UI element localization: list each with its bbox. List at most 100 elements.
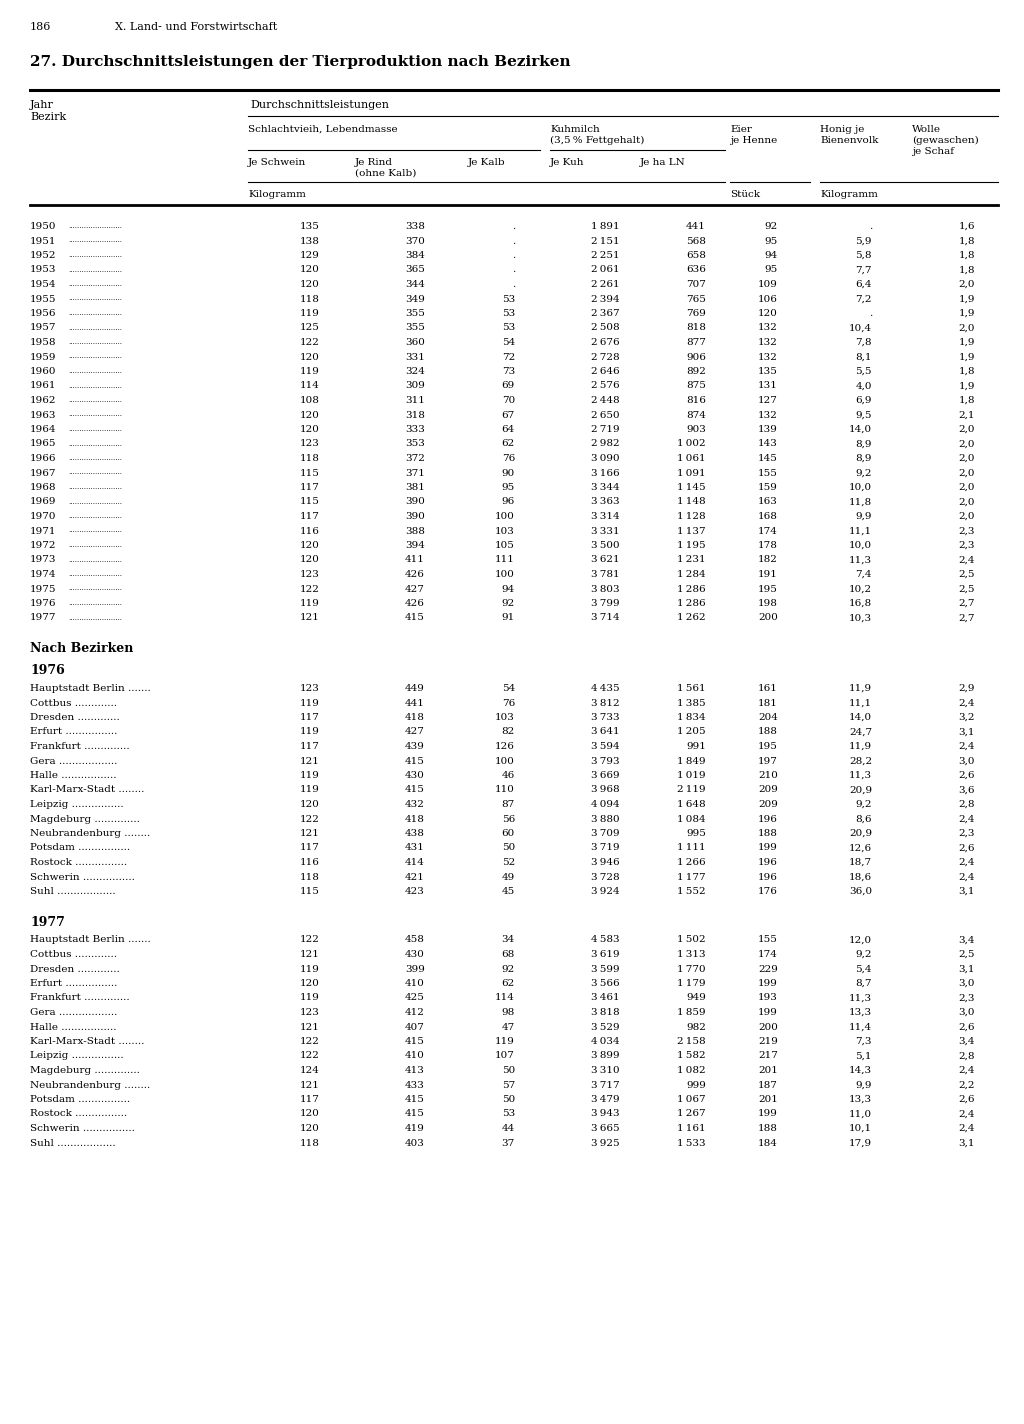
Text: 10,1: 10,1 [849, 1124, 872, 1134]
Text: 1950: 1950 [30, 222, 56, 231]
Text: 4 435: 4 435 [592, 684, 620, 693]
Text: 94: 94 [765, 251, 778, 261]
Text: 132: 132 [758, 323, 778, 332]
Text: 53: 53 [502, 309, 515, 318]
Text: 3 665: 3 665 [592, 1124, 620, 1134]
Text: 6,4: 6,4 [855, 281, 872, 289]
Text: 7,4: 7,4 [855, 570, 872, 580]
Text: 119: 119 [300, 309, 319, 318]
Text: 8,9: 8,9 [855, 454, 872, 463]
Text: 1951: 1951 [30, 236, 56, 245]
Text: 11,3: 11,3 [849, 555, 872, 564]
Text: 121: 121 [300, 756, 319, 766]
Text: 1 128: 1 128 [677, 513, 706, 521]
Text: 1964: 1964 [30, 424, 56, 434]
Text: 1957: 1957 [30, 323, 56, 332]
Text: 658: 658 [686, 251, 706, 261]
Text: 1967: 1967 [30, 468, 56, 477]
Text: 67: 67 [502, 410, 515, 420]
Text: 200: 200 [758, 614, 778, 622]
Text: 114: 114 [496, 994, 515, 1002]
Text: 120: 120 [300, 353, 319, 362]
Text: ........................: ........................ [68, 323, 122, 332]
Text: 3 818: 3 818 [592, 1008, 620, 1017]
Text: (gewaschen): (gewaschen) [912, 137, 979, 145]
Text: 3 363: 3 363 [592, 497, 620, 507]
Text: 219: 219 [758, 1037, 778, 1047]
Text: 765: 765 [686, 295, 706, 303]
Text: 34: 34 [502, 936, 515, 944]
Text: 1 179: 1 179 [677, 980, 706, 988]
Text: 1 286: 1 286 [677, 600, 706, 608]
Text: 12,0: 12,0 [849, 936, 872, 944]
Text: 209: 209 [758, 800, 778, 809]
Text: 1 502: 1 502 [677, 936, 706, 944]
Text: 2,0: 2,0 [958, 513, 975, 521]
Text: 1953: 1953 [30, 265, 56, 275]
Text: 3 619: 3 619 [592, 950, 620, 958]
Text: 92: 92 [765, 222, 778, 231]
Text: 64: 64 [502, 424, 515, 434]
Text: 52: 52 [502, 859, 515, 867]
Text: 3,0: 3,0 [958, 756, 975, 766]
Text: 2,0: 2,0 [958, 468, 975, 477]
Text: 430: 430 [406, 770, 425, 780]
Text: ........................: ........................ [68, 483, 122, 491]
Text: 1969: 1969 [30, 497, 56, 507]
Text: 204: 204 [758, 713, 778, 722]
Text: 991: 991 [686, 742, 706, 750]
Text: 119: 119 [300, 994, 319, 1002]
Text: ........................: ........................ [68, 600, 122, 607]
Text: 198: 198 [758, 600, 778, 608]
Text: 17,9: 17,9 [849, 1139, 872, 1148]
Text: 11,9: 11,9 [849, 742, 872, 750]
Text: 2 261: 2 261 [592, 281, 620, 289]
Text: Neubrandenburg ........: Neubrandenburg ........ [30, 829, 151, 837]
Text: 5,4: 5,4 [855, 964, 872, 974]
Text: ........................: ........................ [68, 337, 122, 346]
Text: 3,6: 3,6 [958, 786, 975, 795]
Text: 210: 210 [758, 770, 778, 780]
Text: 188: 188 [758, 829, 778, 837]
Text: 82: 82 [502, 728, 515, 736]
Text: 1 177: 1 177 [677, 873, 706, 881]
Text: 155: 155 [758, 936, 778, 944]
Text: 2,4: 2,4 [958, 1109, 975, 1118]
Text: 2,9: 2,9 [958, 684, 975, 693]
Text: ........................: ........................ [68, 281, 122, 288]
Text: 1,8: 1,8 [958, 367, 975, 376]
Text: Kilogramm: Kilogramm [248, 189, 306, 199]
Text: 195: 195 [758, 742, 778, 750]
Text: 1,8: 1,8 [958, 396, 975, 404]
Text: 20,9: 20,9 [849, 786, 872, 795]
Text: Potsdam ................: Potsdam ................ [30, 843, 130, 853]
Text: ........................: ........................ [68, 309, 122, 318]
Text: 1961: 1961 [30, 382, 56, 390]
Text: 3,0: 3,0 [958, 980, 975, 988]
Text: 3 599: 3 599 [592, 964, 620, 974]
Text: ........................: ........................ [68, 468, 122, 477]
Text: 6,9: 6,9 [855, 396, 872, 404]
Text: 1,6: 1,6 [958, 222, 975, 231]
Text: 10,0: 10,0 [849, 483, 872, 493]
Text: 47: 47 [502, 1022, 515, 1031]
Text: 11,8: 11,8 [849, 497, 872, 507]
Text: 121: 121 [300, 614, 319, 622]
Text: 1 552: 1 552 [677, 887, 706, 896]
Text: 2,0: 2,0 [958, 483, 975, 493]
Text: 1975: 1975 [30, 584, 56, 594]
Text: 120: 120 [300, 410, 319, 420]
Text: 1968: 1968 [30, 483, 56, 493]
Text: Je Schwein: Je Schwein [248, 158, 306, 167]
Text: 415: 415 [406, 1109, 425, 1118]
Text: 103: 103 [496, 527, 515, 535]
Text: 119: 119 [300, 367, 319, 376]
Text: 103: 103 [496, 713, 515, 722]
Text: 138: 138 [300, 236, 319, 245]
Text: 119: 119 [300, 699, 319, 708]
Text: 4 583: 4 583 [592, 936, 620, 944]
Text: 196: 196 [758, 815, 778, 823]
Text: (3,5 % Fettgehalt): (3,5 % Fettgehalt) [550, 137, 644, 145]
Text: 187: 187 [758, 1081, 778, 1089]
Text: Karl-Marx-Stadt ........: Karl-Marx-Stadt ........ [30, 786, 144, 795]
